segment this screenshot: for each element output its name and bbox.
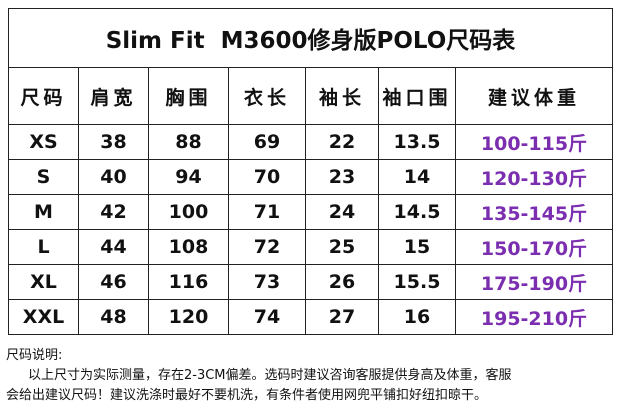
value-cell: 38: [78, 124, 149, 160]
value-cell: 120: [148, 299, 229, 335]
size-cell: XXL: [8, 299, 79, 335]
header-cell: 衣长: [228, 67, 306, 125]
value-cell: 44: [78, 229, 149, 265]
value-cell: 13.5: [378, 124, 456, 160]
value-cell: 46: [78, 264, 149, 300]
header-cell: 袖长: [305, 67, 379, 125]
notes-heading: 尺码说明:: [6, 348, 63, 363]
size-cell: S: [8, 159, 79, 195]
value-cell: 40: [78, 159, 149, 195]
value-cell: 88: [148, 124, 229, 160]
value-cell: 70: [228, 159, 306, 195]
header-cell: 肩宽: [78, 67, 149, 125]
note-line: 以上尺寸为实际测量，存在2-3CM偏差。选码时建议咨询客服提供身高及体重，客服: [28, 368, 512, 383]
size-table: Slim Fit M3600修身版POLO尺码表 尺码 肩宽 胸围 衣长 袖长 袖口围 建议…: [7, 8, 614, 335]
size-cell: L: [8, 229, 79, 265]
size-cell: XL: [8, 264, 79, 300]
value-cell: 69: [228, 124, 306, 160]
value-cell: 27: [305, 299, 379, 335]
value-cell: 108: [148, 229, 229, 265]
header-cell: 胸围: [148, 67, 229, 125]
value-cell: 116: [148, 264, 229, 300]
value-cell: 42: [78, 194, 149, 230]
data-row: S 40 94 70 23 14 120-130斤: [8, 159, 614, 195]
header-cell: 建议体重: [454, 67, 614, 125]
header-cell: 袖口围: [378, 67, 456, 125]
size-chart: Slim Fit M3600修身版POLO尺码表 尺码 肩宽 胸围 衣长 袖长 袖口围 建议…: [7, 8, 614, 335]
value-cell: 74: [228, 299, 306, 335]
value-cell: 15.5: [378, 264, 456, 300]
header-cell: 尺码: [8, 67, 79, 125]
value-cell: 14: [378, 159, 456, 195]
value-cell: 72: [228, 229, 306, 265]
value-cell: 73: [228, 264, 306, 300]
value-cell: 135-145斤: [454, 194, 614, 230]
data-row: XL 46 116 73 26 15.5 175-190斤: [8, 264, 614, 300]
value-cell: 16: [378, 299, 456, 335]
value-cell: 195-210斤: [454, 299, 614, 335]
value-cell: 25: [305, 229, 379, 265]
value-cell: 14.5: [378, 194, 456, 230]
value-cell: 94: [148, 159, 229, 195]
data-row: L 44 108 72 25 15 150-170斤: [8, 229, 614, 265]
title-row: Slim Fit M3600修身版POLO尺码表: [7, 8, 614, 68]
value-cell: 24: [305, 194, 379, 230]
value-cell: 22: [305, 124, 379, 160]
data-row: XS 38 88 69 22 13.5 100-115斤: [8, 124, 614, 160]
value-cell: 15: [378, 229, 456, 265]
note-line: 会给出建议尺码！建议洗涤时最好不要机洗，有条件者使用网兜平铺扣好纽扣晾干。: [6, 388, 488, 403]
value-cell: 71: [228, 194, 306, 230]
value-cell: 48: [78, 299, 149, 335]
table-title: Slim Fit M3600修身版POLO尺码表: [7, 8, 614, 68]
data-row: XXL 48 120 74 27 16 195-210斤: [8, 299, 614, 335]
value-cell: 100: [148, 194, 229, 230]
value-cell: 120-130斤: [454, 159, 614, 195]
size-cell: M: [8, 194, 79, 230]
size-cell: XS: [8, 124, 79, 160]
value-cell: 175-190斤: [454, 264, 614, 300]
value-cell: 23: [305, 159, 379, 195]
value-cell: 100-115斤: [454, 124, 614, 160]
notes: 尺码说明: 以上尺寸为实际测量，存在2-3CM偏差。选码时建议咨询客服提供身高及…: [6, 346, 616, 406]
data-row: M 42 100 71 24 14.5 135-145斤: [8, 194, 614, 230]
table-body: Slim Fit M3600修身版POLO尺码表 尺码 肩宽 胸围 衣长 袖长 袖口围 建议…: [7, 8, 614, 335]
value-cell: 150-170斤: [454, 229, 614, 265]
header-row: 尺码 肩宽 胸围 衣长 袖长 袖口围 建议体重: [8, 67, 614, 125]
value-cell: 26: [305, 264, 379, 300]
